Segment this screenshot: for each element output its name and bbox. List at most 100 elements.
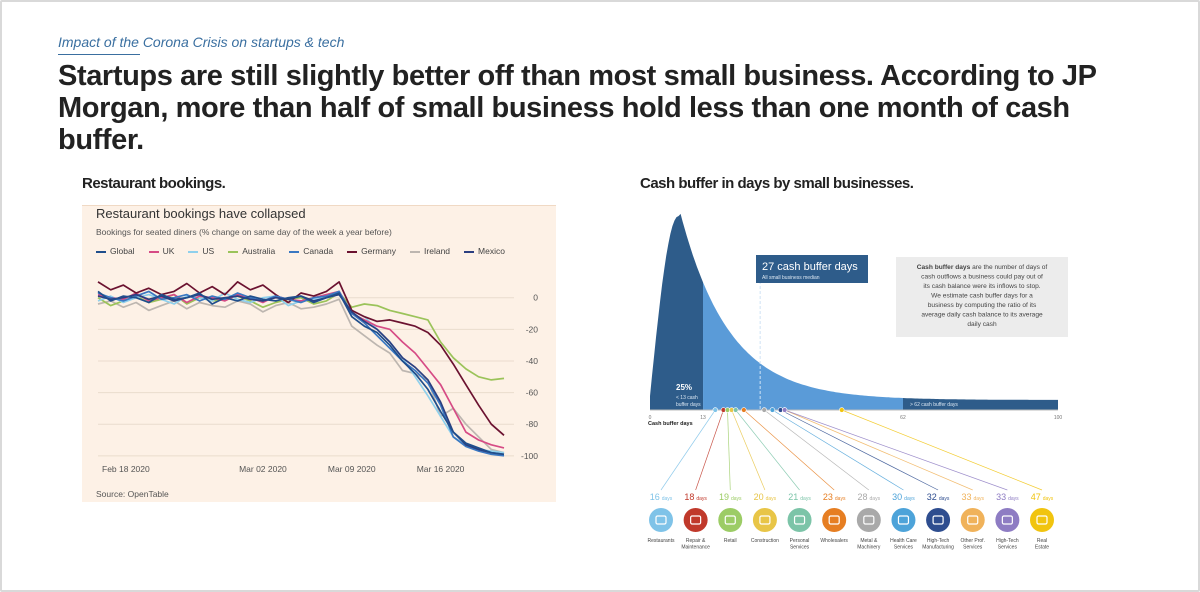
legend-item-canada: Canada	[289, 245, 333, 259]
chart-subtitle: Bookings for seated diners (% change on …	[96, 227, 392, 237]
industry-days-value: 33	[961, 492, 971, 502]
median-callout-box	[756, 255, 868, 283]
icon-glyph	[690, 515, 702, 525]
subtitle-underline	[58, 54, 140, 55]
high-quartile-area	[902, 398, 1058, 410]
industry-days-unit: days	[1043, 496, 1054, 502]
icon-glyph	[967, 515, 979, 525]
low-quartile-percent: 25%	[676, 383, 692, 392]
series-line-germany	[97, 281, 505, 436]
industry-name-line: Restaurants	[648, 538, 675, 544]
document-icon	[960, 508, 985, 532]
day-marker	[781, 407, 788, 413]
industry-name-line: Metal &	[860, 538, 878, 544]
industry-days-value: 33	[996, 492, 1006, 502]
industry-name-line: Wholesalers	[820, 538, 848, 544]
description-line: average daily cash balance to its averag…	[921, 312, 1043, 319]
industry-name-line: Construction	[751, 538, 779, 544]
industry-days-value: 19	[719, 492, 729, 502]
industry-name: Other Prof. Services	[961, 538, 985, 551]
legend-label: Germany	[361, 246, 397, 256]
day-marker	[769, 407, 776, 413]
industry-name: Repair & Maintenance	[681, 538, 710, 551]
slide-subtitle: Impact of the Corona Crisis on startups …	[58, 34, 345, 50]
industry-name: Restaurants	[648, 538, 675, 544]
toolbox-icon	[683, 508, 708, 532]
day-marker	[839, 407, 845, 413]
industry-days-value: 18	[684, 492, 694, 502]
industry-days-unit: days	[1008, 496, 1019, 502]
industry-days-label: 19 days	[719, 492, 742, 502]
legend-swatch	[347, 250, 358, 253]
industry-days-unit: days	[973, 496, 984, 502]
industry-name: Real Estate	[1035, 538, 1049, 551]
industry-name-line: High-Tech	[996, 538, 1019, 544]
icon-glyph	[655, 515, 667, 525]
legend-label: Global	[110, 246, 135, 256]
industry-name-line: Health Care	[890, 538, 917, 544]
industry-days-label: 16 days	[650, 492, 673, 502]
x-tick-label: 100	[1054, 415, 1063, 421]
icon-glyph	[1036, 515, 1048, 525]
icon-glyph	[828, 515, 840, 525]
y-tick-label: -20	[526, 324, 539, 334]
day-marker	[712, 407, 718, 413]
series-line-canada	[97, 290, 505, 457]
legend-label: UK	[162, 246, 175, 256]
connector-line	[784, 409, 973, 491]
industry-name: Retail	[724, 538, 737, 544]
description-lead: Cash buffer days	[917, 264, 972, 271]
industry-days-value: 30	[892, 492, 902, 502]
legend-label: US	[202, 246, 215, 256]
industry-days-value: 23	[823, 492, 833, 502]
description-box	[896, 257, 1068, 337]
description-line: cash outflows a business could pay out o…	[921, 274, 1043, 281]
x-tick-label: 13	[700, 415, 706, 421]
median-callout-subtitle: All small business median	[762, 275, 820, 281]
icon-glyph	[724, 515, 736, 525]
low-quartile-area	[650, 213, 704, 410]
restaurant-chart-panel: Restaurant bookings have collapsed Booki…	[82, 205, 556, 502]
connector-line	[695, 409, 724, 491]
connector-line	[731, 409, 766, 491]
series-line-ireland	[97, 298, 505, 454]
high-quartile-label: > 62 cash buffer days	[910, 402, 958, 408]
industry-days-label: 33 days	[961, 492, 984, 502]
legend-item-ireland: Ireland	[410, 245, 450, 259]
industry-name-line: Services	[790, 545, 810, 551]
industry-name-line: Machinery	[857, 545, 881, 551]
description-line-text: are the number of days of	[972, 264, 1047, 271]
industry-days-value: 20	[754, 492, 764, 502]
y-tick-label: 0	[533, 293, 538, 303]
hardhat-icon	[752, 508, 777, 532]
boxes-icon	[822, 508, 847, 532]
x-tick-label: Mar 09 2020	[328, 464, 376, 474]
connector-line	[727, 409, 731, 491]
industry-days-label: 18 days	[684, 492, 707, 502]
industry-name: Health Care Services	[890, 538, 917, 551]
icon-glyph	[932, 515, 944, 525]
industry-days-unit: days	[696, 496, 707, 502]
industry-name-line: Other Prof.	[961, 538, 985, 544]
legend-item-us: US	[188, 245, 214, 259]
industry-days-unit: days	[904, 496, 915, 502]
connector-line	[772, 409, 904, 491]
legend-swatch	[410, 250, 421, 253]
industry-name-line: Real	[1037, 538, 1047, 544]
industry-days-label: 33 days	[996, 492, 1019, 502]
industry-days-value: 32	[927, 492, 937, 502]
legend-swatch	[148, 250, 159, 253]
median-callout-title: 27 cash buffer days	[762, 261, 858, 273]
industry-name: Metal & Machinery	[857, 538, 881, 551]
y-tick-label: -60	[526, 388, 539, 398]
x-axis-label: Cash buffer days	[648, 421, 693, 427]
slide-headline: Startups are still slightly better off t…	[58, 60, 1096, 156]
description-text: Cash buffer days are the number of days …	[917, 264, 1048, 328]
legend-item-global: Global	[96, 245, 135, 259]
caduceus-icon	[891, 508, 916, 532]
connector-line	[743, 409, 835, 491]
industry-name-line: Services	[894, 545, 914, 551]
x-tick-label: 0	[649, 415, 652, 421]
legend-label: Canada	[303, 246, 334, 256]
